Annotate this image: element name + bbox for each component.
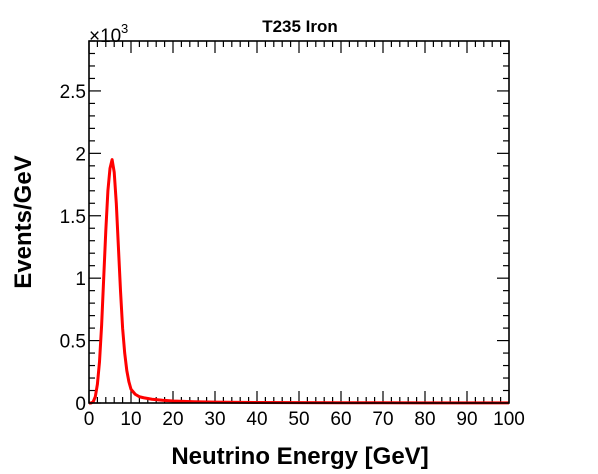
x-tick-label: 80	[414, 409, 435, 430]
x-tick-label: 60	[330, 409, 351, 430]
chart-title: T235 Iron	[262, 17, 338, 36]
x-tick-label: 0	[84, 409, 95, 430]
y-multiplier-base: ×10	[89, 26, 121, 47]
x-tick-label: 50	[288, 409, 309, 430]
y-ticks	[89, 40, 509, 404]
x-tick-label: 30	[204, 409, 225, 430]
y-tick-label: 1	[75, 269, 86, 290]
y-tick-label: 1.5	[60, 207, 86, 228]
x-tick-label: 90	[456, 409, 477, 430]
x-tick-labels: 0 10 20 30 40 50 60 70 80 90 100	[84, 409, 525, 430]
x-tick-label: 70	[372, 409, 393, 430]
y-tick-labels: 0 0.5 1 1.5 2 2.5	[60, 82, 86, 415]
x-tick-label: 20	[162, 409, 183, 430]
y-tick-label: 2	[75, 144, 86, 165]
y-multiplier-exponent: 3	[121, 21, 128, 36]
x-tick-label: 40	[246, 409, 267, 430]
y-axis-label: Events/GeV	[10, 155, 37, 288]
x-tick-label: 100	[493, 409, 525, 430]
plot-frame	[88, 40, 510, 404]
y-tick-label: 2.5	[60, 82, 86, 103]
x-axis-label: Neutrino Energy [GeV]	[171, 443, 428, 470]
y-tick-label: 0.5	[60, 332, 86, 353]
x-tick-label: 10	[120, 409, 141, 430]
y-tick-label: 0	[75, 394, 86, 415]
